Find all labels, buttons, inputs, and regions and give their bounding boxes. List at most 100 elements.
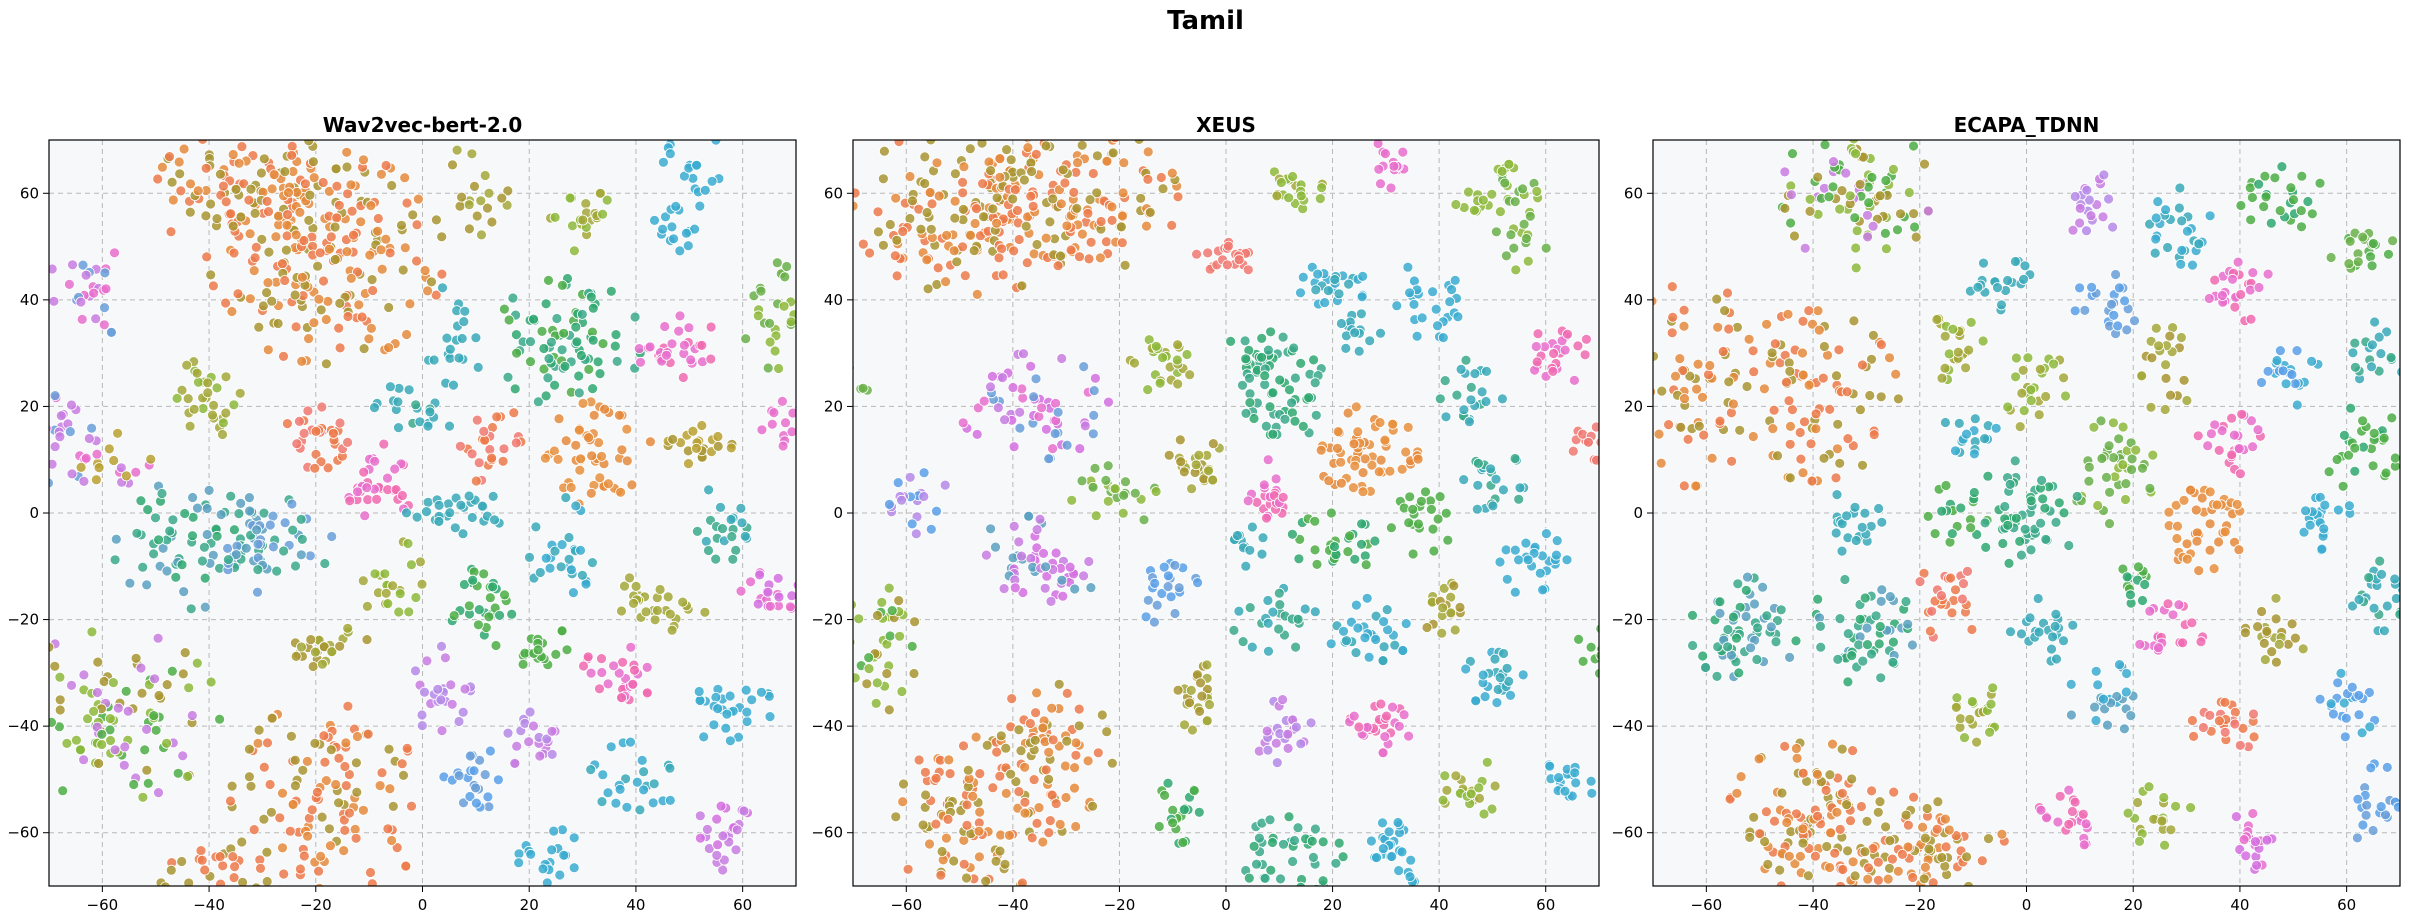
data-point [1191, 248, 1202, 260]
data-point [2381, 326, 2393, 338]
data-point [2081, 184, 2093, 196]
data-point [2375, 348, 2387, 360]
data-point [1929, 528, 1941, 539]
data-point [985, 523, 996, 535]
data-point [992, 402, 1004, 414]
data-point [71, 734, 82, 746]
data-point [1682, 433, 1694, 445]
data-point [1810, 423, 1822, 435]
data-point [178, 586, 190, 597]
data-point [1107, 147, 1119, 159]
data-point [1383, 140, 1389, 141]
data-point [1837, 787, 1848, 799]
data-point [603, 478, 614, 490]
data-point [1336, 318, 1347, 329]
data-point [1142, 384, 1154, 396]
data-point [2319, 499, 2331, 511]
data-point [634, 804, 646, 816]
data-point [1162, 777, 1174, 789]
data-point [1352, 426, 1364, 438]
data-point [177, 750, 189, 762]
data-point [474, 754, 486, 766]
data-point [1297, 271, 1309, 283]
data-point [236, 141, 248, 153]
data-point [1783, 850, 1795, 862]
data-point [391, 842, 403, 853]
data-point [1028, 248, 1040, 260]
data-point [2018, 405, 2030, 417]
data-point [2081, 225, 2092, 237]
data-point [1472, 479, 1484, 491]
data-point [1732, 321, 1743, 333]
data-point [2047, 631, 2059, 643]
data-point [416, 709, 428, 721]
data-point [1348, 482, 1359, 494]
data-point [971, 288, 983, 300]
data-point [1781, 817, 1793, 828]
data-point [1030, 707, 1041, 719]
data-point [2357, 231, 2369, 243]
data-point [715, 800, 727, 812]
data-point [243, 194, 255, 206]
data-point [1087, 428, 1099, 440]
data-point [1832, 654, 1844, 665]
data-point [1427, 286, 1438, 298]
data-point [393, 422, 404, 434]
data-point [1532, 328, 1544, 340]
data-point [120, 685, 132, 697]
data-point [766, 418, 778, 430]
data-point [1509, 544, 1521, 556]
data-point [161, 565, 173, 577]
data-point [537, 863, 549, 875]
data-point [1013, 724, 1025, 736]
data-point [357, 575, 369, 587]
data-point [925, 140, 937, 146]
data-point [1917, 821, 1928, 833]
data-point [1274, 599, 1286, 610]
data-point [197, 140, 208, 145]
data-point [2181, 395, 2193, 406]
data-point [220, 371, 232, 383]
data-point [1666, 281, 1678, 293]
data-point [641, 687, 653, 699]
data-point [1342, 546, 1354, 557]
data-point [1465, 381, 1477, 393]
data-point [1357, 270, 1369, 282]
data-point [2054, 790, 2066, 802]
data-point [556, 539, 568, 550]
data-point [1088, 409, 1100, 421]
data-point [1979, 517, 1991, 529]
data-point [441, 332, 453, 344]
data-point [252, 586, 263, 598]
data-point [1517, 669, 1529, 681]
data-point [1156, 588, 1168, 599]
data-point [1514, 482, 1526, 494]
data-point [735, 502, 747, 514]
data-point [411, 219, 423, 231]
data-point [1117, 210, 1128, 222]
data-point [1069, 782, 1080, 794]
data-point [306, 804, 318, 816]
data-point [243, 771, 255, 783]
data-point [2252, 424, 2264, 436]
data-point [380, 233, 392, 245]
data-point [2365, 251, 2376, 263]
data-point [1101, 155, 1113, 167]
data-point [215, 878, 226, 886]
data-point [694, 810, 706, 822]
data-point [309, 646, 321, 658]
data-point [333, 322, 345, 334]
data-point [1653, 367, 1654, 372]
data-point [1719, 305, 1730, 317]
data-point [1772, 450, 1783, 462]
data-point [303, 214, 315, 226]
data-point [1491, 697, 1503, 708]
data-point [1364, 335, 1376, 347]
data-point [1163, 570, 1174, 582]
data-point [1797, 467, 1809, 479]
data-point [2160, 359, 2172, 371]
data-point [1375, 454, 1387, 466]
data-point [1357, 467, 1369, 479]
data-point [339, 761, 351, 772]
